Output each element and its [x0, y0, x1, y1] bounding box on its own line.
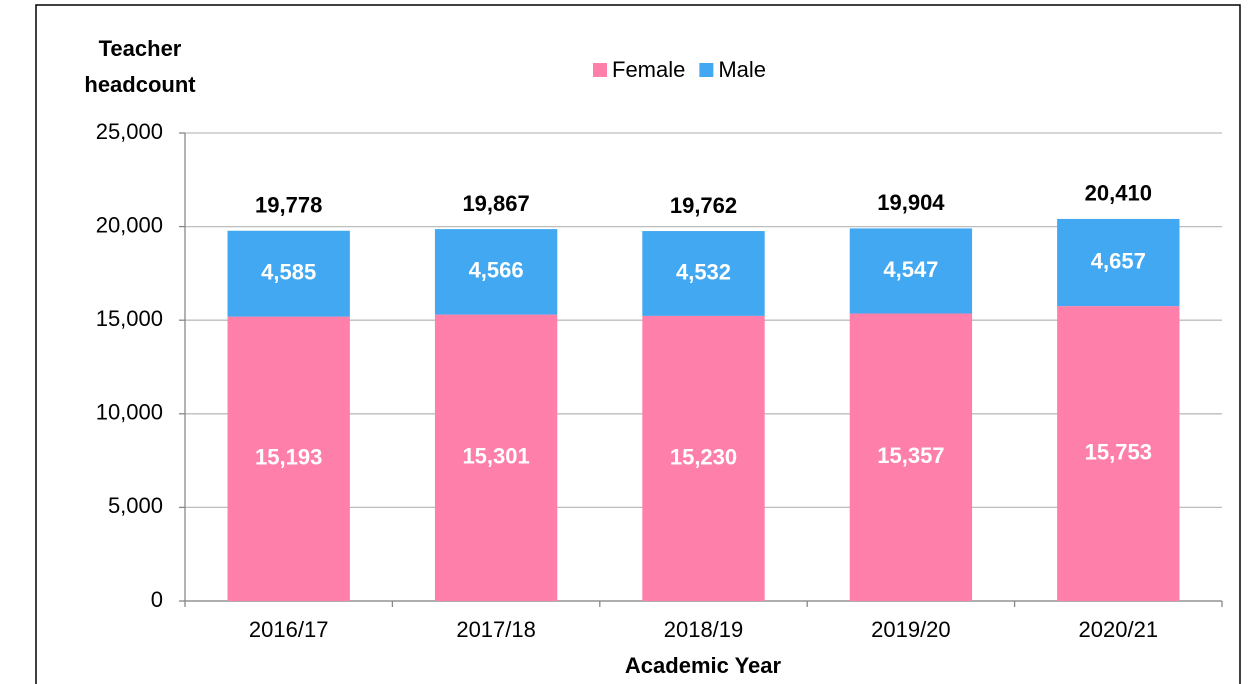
total-label: 20,410 [1085, 181, 1152, 206]
x-tick-label: 2017/18 [456, 617, 536, 642]
y-tick-label: 15,000 [96, 306, 163, 331]
y-axis-label: Teacher [99, 36, 182, 61]
total-label: 19,867 [462, 191, 529, 216]
data-label: 15,301 [462, 444, 529, 469]
bar-segment [849, 228, 973, 314]
bar-segment [434, 229, 558, 315]
data-label: 4,657 [1091, 248, 1146, 273]
legend-label: Female [612, 57, 685, 82]
data-label: 4,532 [676, 259, 731, 284]
legend-swatch [593, 63, 607, 77]
data-label: 4,566 [469, 258, 524, 283]
bar-segment [434, 314, 558, 601]
y-tick-label: 20,000 [96, 212, 163, 237]
legend-label: Male [718, 57, 766, 82]
x-tick-label: 2020/21 [1079, 617, 1159, 642]
data-label: 4,585 [261, 259, 316, 284]
bar-segment [227, 230, 350, 317]
total-label: 19,778 [255, 193, 322, 218]
data-label: 15,193 [255, 445, 322, 470]
data-label: 15,753 [1085, 439, 1152, 464]
x-tick-label: 2016/17 [249, 617, 329, 642]
y-tick-label: 0 [151, 587, 163, 612]
bar-segment [642, 231, 765, 316]
data-label: 15,357 [877, 443, 944, 468]
y-tick-label: 5,000 [108, 493, 163, 518]
data-label: 4,547 [883, 257, 938, 282]
legend-swatch [699, 63, 714, 77]
y-tick-label: 25,000 [96, 119, 163, 144]
bar-segment [227, 316, 350, 601]
bar-segment [849, 313, 973, 601]
total-label: 19,762 [670, 193, 737, 218]
x-tick-label: 2018/19 [664, 617, 744, 642]
y-tick-label: 10,000 [96, 400, 163, 425]
bar-segment [642, 315, 765, 601]
x-axis-label: Academic Year [625, 653, 782, 678]
bar-segment [1057, 218, 1180, 307]
total-label: 19,904 [877, 190, 945, 215]
x-tick-label: 2019/20 [871, 617, 951, 642]
bar-segment [1057, 306, 1180, 601]
data-label: 15,230 [670, 444, 737, 469]
y-axis-label: headcount [84, 72, 196, 97]
